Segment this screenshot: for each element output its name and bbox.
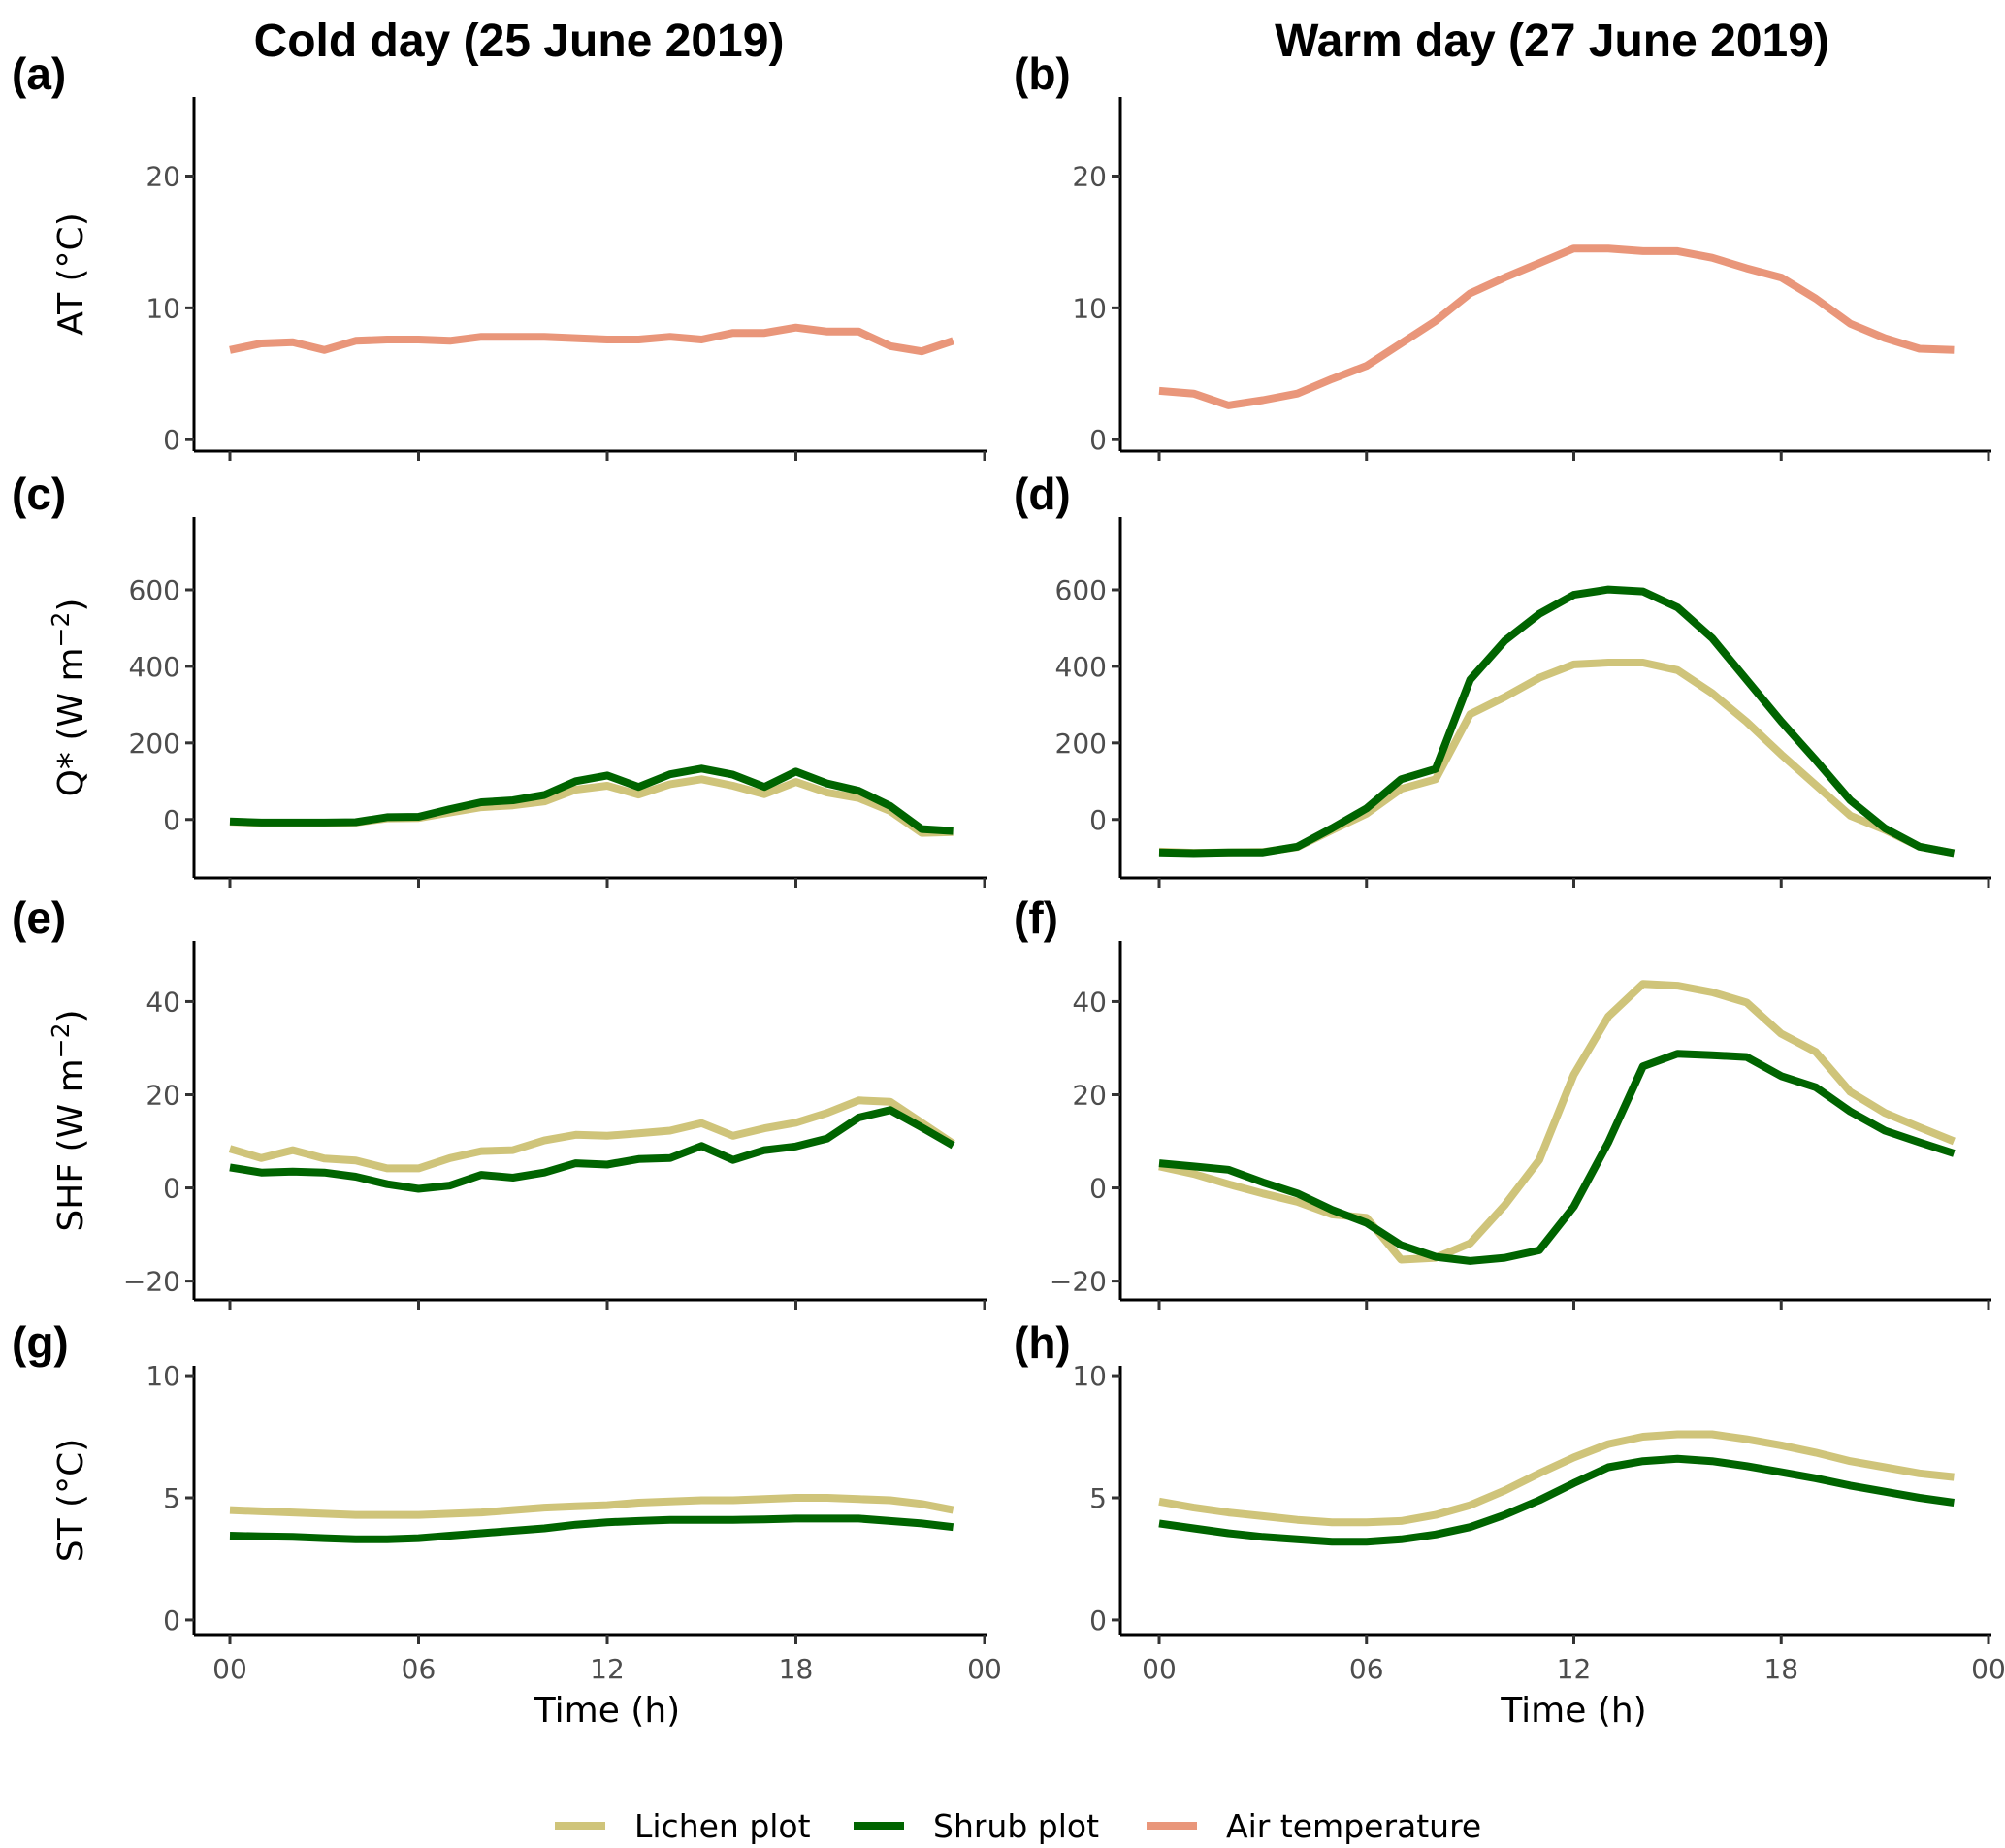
series-lichen-plot — [229, 1494, 954, 1519]
column-title-cold: Cold day (25 June 2019) — [254, 16, 785, 67]
x-tick-label: 12 — [1557, 1653, 1592, 1685]
y-tick-label: 10 — [1072, 1360, 1107, 1392]
x-tick-label: 00 — [212, 1653, 247, 1685]
legend-label: Shrub plot — [933, 1807, 1099, 1845]
series-lichen-plot — [1158, 980, 1956, 1264]
y-tick-label: 0 — [163, 804, 180, 836]
y-tick-label: −20 — [123, 1266, 180, 1298]
series-air-temperature — [1158, 244, 1955, 409]
legend: Lichen plot Shrub plot Air temperature — [555, 1807, 1481, 1845]
y-tick-label: 5 — [163, 1482, 180, 1514]
panel-tag: (g) — [12, 1317, 69, 1368]
y-tick-label: 10 — [146, 292, 180, 324]
series-lichen-plot — [1158, 659, 1956, 858]
y-tick-label: 0 — [163, 1605, 180, 1637]
panel-g: (g) 0 5 10 00 06 12 18 00 ST (°C) — [12, 1317, 1002, 1685]
panel-e: (e) −20 0 20 40 SHF (W m−2) — [12, 892, 987, 1310]
y-axis-title: AT (°C) — [51, 212, 91, 336]
panel-a: (a) 0 10 20 AT (°C) — [12, 49, 987, 461]
x-tick-label: 06 — [402, 1653, 437, 1685]
x-axis-title: Time (h) — [1500, 1691, 1646, 1731]
series-shrub-plot — [229, 1514, 954, 1543]
y-tick-label: 20 — [1072, 1079, 1107, 1111]
y-tick-label: 20 — [146, 1079, 180, 1111]
y-tick-label: 10 — [146, 1360, 180, 1392]
y-tick-label: 0 — [1089, 1605, 1107, 1637]
panel-tag: (c) — [12, 469, 66, 519]
panel-tag: (a) — [12, 49, 66, 99]
panel-tag: (h) — [1014, 1317, 1071, 1368]
series-shrub-plot — [1158, 585, 1956, 858]
panel-f: (f) −20 0 20 40 — [1014, 892, 1991, 1310]
y-tick-label: 20 — [146, 161, 180, 193]
x-tick-label: 18 — [779, 1653, 814, 1685]
series-shrub-plot — [229, 764, 954, 835]
panel-d: (d) 0 200 400 600 — [1014, 469, 1991, 888]
y-axis-title-sup: −2 — [47, 612, 75, 648]
y-tick-label: 10 — [1072, 292, 1107, 324]
series-lichen-plot — [228, 1096, 955, 1173]
y-axis-title: Q* (W m−2) — [47, 599, 91, 797]
y-tick-label: 20 — [1072, 161, 1107, 193]
y-tick-label: 40 — [1072, 986, 1107, 1018]
y-tick-label: 0 — [163, 1173, 180, 1205]
y-tick-label: 0 — [1089, 1173, 1107, 1205]
x-tick-label: 18 — [1763, 1653, 1798, 1685]
y-tick-label: 600 — [129, 574, 180, 606]
series-air-temperature — [229, 323, 954, 356]
legend-label: Air temperature — [1226, 1807, 1481, 1845]
series-shrub-plot — [1158, 1454, 1955, 1546]
y-tick-label: 40 — [146, 986, 180, 1018]
series-shrub-plot — [1158, 1050, 1956, 1265]
y-tick-label: 5 — [1089, 1482, 1107, 1514]
y-tick-label: 400 — [1055, 651, 1107, 683]
x-tick-label: 00 — [967, 1653, 1002, 1685]
legend-label: Lichen plot — [634, 1807, 811, 1845]
panel-tag: (f) — [1014, 892, 1058, 943]
y-axis-title-end: ) — [51, 599, 91, 612]
panel-tag: (b) — [1014, 49, 1071, 99]
x-axis-title: Time (h) — [534, 1691, 680, 1731]
x-tick-label: 00 — [1142, 1653, 1177, 1685]
x-tick-label: 12 — [590, 1653, 625, 1685]
x-tick-label: 00 — [1971, 1653, 2005, 1685]
series-lichen-plot — [1158, 1430, 1955, 1527]
series-shrub-plot — [229, 1106, 955, 1193]
y-tick-label: 600 — [1055, 574, 1107, 606]
y-axis-title-sup: −2 — [47, 1022, 75, 1058]
y-tick-label: 200 — [129, 728, 180, 760]
y-axis-title: ST (°C) — [51, 1439, 91, 1563]
panel-tag: (e) — [12, 892, 66, 943]
y-tick-label: 0 — [1089, 424, 1107, 456]
y-axis-title-end: ) — [51, 1009, 91, 1022]
y-tick-label: 200 — [1055, 728, 1107, 760]
y-tick-label: 0 — [163, 424, 180, 456]
y-tick-label: 0 — [1089, 804, 1107, 836]
y-axis-title: SHF (W m−2) — [47, 1009, 91, 1231]
y-tick-label: 400 — [129, 651, 180, 683]
panel-c: (c) 0 200 400 600 Q* (W m−2) — [12, 469, 987, 888]
x-tick-label: 06 — [1349, 1653, 1384, 1685]
panel-b: (b) 0 10 20 — [1014, 49, 1991, 461]
panel-tag: (d) — [1014, 469, 1071, 519]
y-tick-label: −20 — [1050, 1266, 1107, 1298]
panel-h: (h) 0 5 10 00 06 12 18 00 — [1014, 1317, 2005, 1685]
column-title-warm: Warm day (27 June 2019) — [1275, 16, 1829, 67]
